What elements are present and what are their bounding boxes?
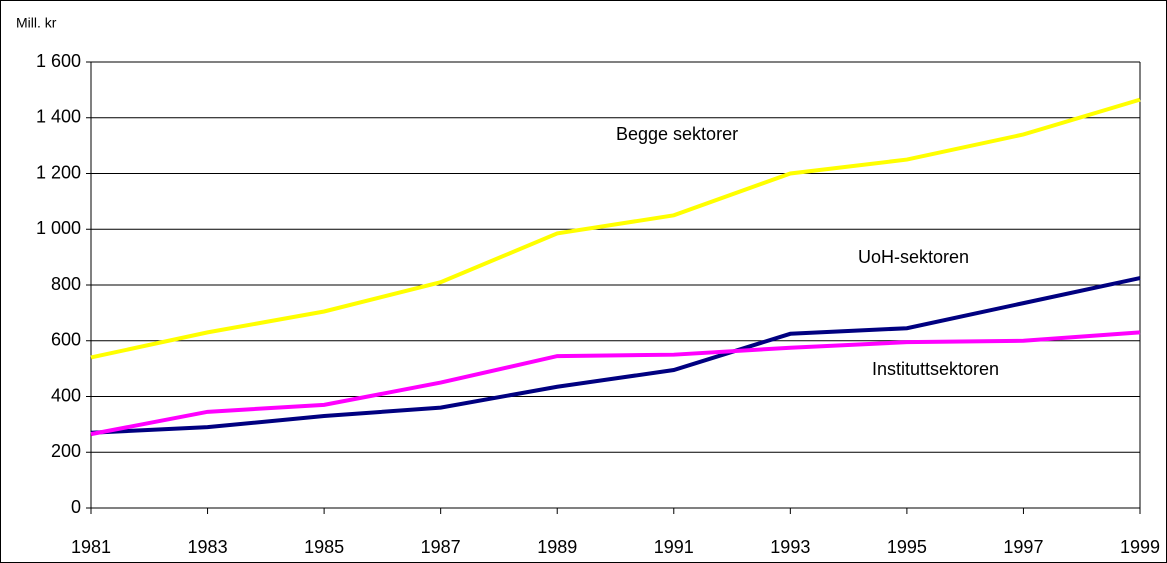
y-tick-label: 200	[51, 441, 81, 461]
y-tick-label: 400	[51, 385, 81, 405]
x-tick-label: 1983	[188, 537, 228, 557]
y-tick-label: 1 200	[36, 162, 81, 182]
series-label: Begge sektorer	[616, 124, 738, 144]
x-tick-label: 1989	[537, 537, 577, 557]
x-tick-label: 1987	[421, 537, 461, 557]
y-tick-label: 1 000	[36, 218, 81, 238]
series-line	[90, 330, 1141, 437]
x-tick-label: 1999	[1120, 537, 1160, 557]
series-label: UoH-sektoren	[858, 247, 969, 267]
series-label: Instituttsektoren	[872, 359, 999, 379]
y-tick-label: 1 600	[36, 51, 81, 71]
x-tick-label: 1993	[770, 537, 810, 557]
x-tick-label: 1995	[887, 537, 927, 557]
y-tick-label: 600	[51, 330, 81, 350]
y-axis-label: Mill. kr	[16, 15, 57, 31]
series-line	[90, 276, 1141, 435]
y-tick-label: 1 400	[36, 107, 81, 127]
y-tick-label: 0	[71, 497, 81, 517]
y-tick-label: 800	[51, 274, 81, 294]
x-tick-label: 1981	[71, 537, 111, 557]
x-tick-label: 1997	[1003, 537, 1043, 557]
x-tick-label: 1985	[304, 537, 344, 557]
x-tick-label: 1991	[654, 537, 694, 557]
series-line	[90, 97, 1141, 360]
